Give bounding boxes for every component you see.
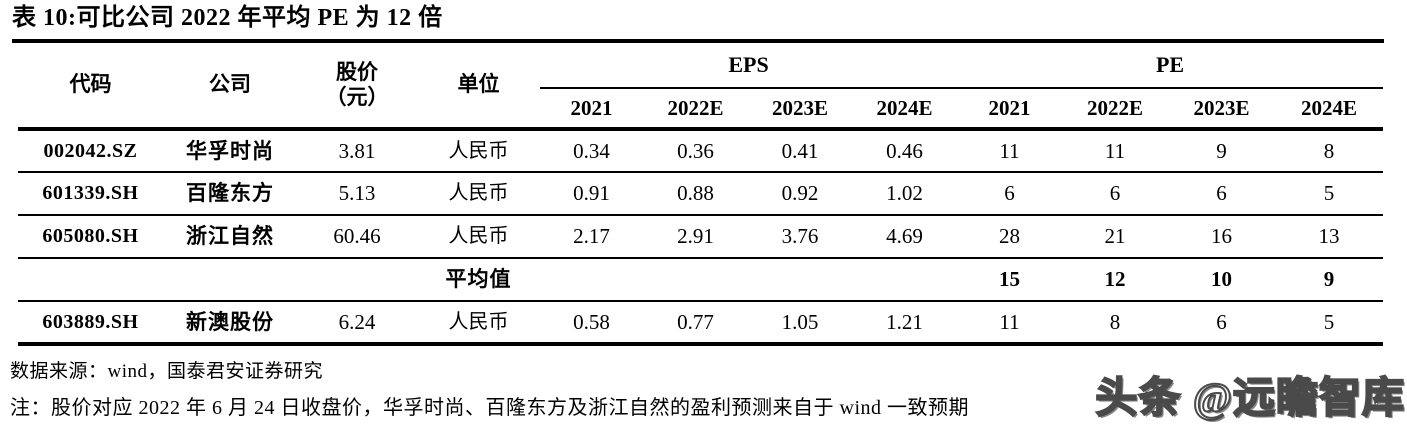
cell-pe-2024e: 13 [1275,215,1384,259]
col-group-pe: PE [957,42,1384,89]
cell-eps-2023e: 0.92 [748,172,852,216]
col-header-unit: 单位 [417,42,540,131]
cell-eps-2023e: 0.41 [748,129,852,173]
table-row-zhejiang: 605080.SH 浙江自然 60.46 人民币 2.17 2.91 3.76 … [18,215,1384,259]
cell-eps-2022e: 0.36 [643,129,748,173]
col-header-eps-2023e: 2023E [748,88,852,131]
table-row-bailong: 601339.SH 百隆东方 5.13 人民币 0.91 0.88 0.92 1… [18,172,1384,216]
watermark-text: 头条 @远瞻智库 [1094,375,1405,423]
col-header-price-line2: （元） [325,84,389,109]
cell-company: 百隆东方 [163,172,297,216]
col-header-eps-2024e: 2024E [852,88,958,131]
col-header-eps-2022e: 2022E [643,88,748,131]
cell-company: 华孚时尚 [163,129,297,173]
col-header-pe-2022e: 2022E [1062,88,1169,131]
cell-pe-2021: 11 [957,129,1063,173]
cell-price-empty [297,258,417,302]
cell-pe-2024e: 5 [1275,301,1384,346]
col-header-pe-2024e: 2024E [1275,88,1384,131]
cell-avg-pe-2024e: 9 [1275,258,1384,302]
cell-eps-empty [540,258,643,302]
cell-eps-2021: 0.58 [540,301,643,346]
col-header-eps-2021: 2021 [540,88,643,131]
cell-pe-2023e: 9 [1168,129,1276,173]
cell-code: 601339.SH [18,172,163,216]
cell-code: 002042.SZ [18,129,163,173]
cell-avg-pe-2021: 15 [957,258,1063,302]
cell-pe-2021: 6 [957,172,1063,216]
cell-pe-2023e: 16 [1168,215,1276,259]
table-title: 表 10:可比公司 2022 年平均 PE 为 12 倍 [12,4,1384,43]
cell-company: 新澳股份 [163,301,297,346]
cell-price: 60.46 [297,215,417,259]
cell-pe-2022e: 11 [1062,129,1169,173]
col-header-price-line1: 股价 [336,60,378,85]
col-header-code: 代码 [18,42,163,131]
average-label: 平均值 [417,258,540,302]
cell-eps-2022e: 0.77 [643,301,748,346]
cell-pe-2022e: 6 [1062,172,1169,216]
cell-company: 浙江自然 [163,215,297,259]
col-header-company: 公司 [163,42,297,131]
cell-eps-2023e: 3.76 [748,215,852,259]
col-group-eps: EPS [540,42,958,89]
table-row-average: 平均值 15 12 10 9 [18,258,1384,302]
cell-code: 605080.SH [18,215,163,259]
cell-pe-2021: 28 [957,215,1063,259]
table-row-xinao: 603889.SH 新澳股份 6.24 人民币 0.58 0.77 1.05 1… [18,301,1384,346]
cell-unit: 人民币 [417,301,540,346]
cell-pe-2021: 11 [957,301,1063,346]
cell-price: 6.24 [297,301,417,346]
header-group-row: 代码 公司 股价 （元） 单位 EPS PE [18,42,1384,131]
table-row-huafu: 002042.SZ 华孚时尚 3.81 人民币 0.34 0.36 0.41 0… [18,129,1384,173]
col-header-pe-2021: 2021 [957,88,1063,131]
cell-eps-2021: 2.17 [540,215,643,259]
comparable-companies-table: 代码 公司 股价 （元） 单位 EPS PE 2021 2022E 2023E … [18,42,1384,346]
cell-code-empty [18,258,163,302]
cell-pe-2022e: 21 [1062,215,1169,259]
cell-price: 5.13 [297,172,417,216]
note-text: 注：股价对应 2022 年 6 月 24 日收盘价，华孚时尚、百隆东方及浙江自然… [10,397,969,419]
cell-code: 603889.SH [18,301,163,346]
cell-eps-2021: 0.91 [540,172,643,216]
cell-pe-2023e: 6 [1168,301,1276,346]
cell-unit: 人民币 [417,215,540,259]
cell-eps-2024e: 1.21 [852,301,958,346]
cell-pe-2024e: 8 [1275,129,1384,173]
cell-eps-2024e: 4.69 [852,215,958,259]
cell-unit: 人民币 [417,129,540,173]
cell-eps-empty [748,258,852,302]
cell-eps-2024e: 0.46 [852,129,958,173]
cell-price: 3.81 [297,129,417,173]
cell-company-empty [163,258,297,302]
cell-eps-2023e: 1.05 [748,301,852,346]
col-header-price: 股价 （元） [297,42,417,131]
cell-eps-2024e: 1.02 [852,172,958,216]
cell-avg-pe-2022e: 12 [1062,258,1169,302]
col-header-pe-2023e: 2023E [1168,88,1276,131]
cell-eps-empty [852,258,958,302]
cell-pe-2023e: 6 [1168,172,1276,216]
cell-pe-2024e: 5 [1275,172,1384,216]
cell-eps-empty [643,258,748,302]
header-years-row: 2021 2022E 2023E 2024E 2021 2022E 2023E … [18,88,1384,131]
data-source-text: 数据来源：wind，国泰君安证券研究 [10,361,324,382]
cell-unit: 人民币 [417,172,540,216]
cell-pe-2022e: 8 [1062,301,1169,346]
cell-eps-2022e: 0.88 [643,172,748,216]
cell-eps-2021: 0.34 [540,129,643,173]
cell-avg-pe-2023e: 10 [1168,258,1276,302]
cell-eps-2022e: 2.91 [643,215,748,259]
